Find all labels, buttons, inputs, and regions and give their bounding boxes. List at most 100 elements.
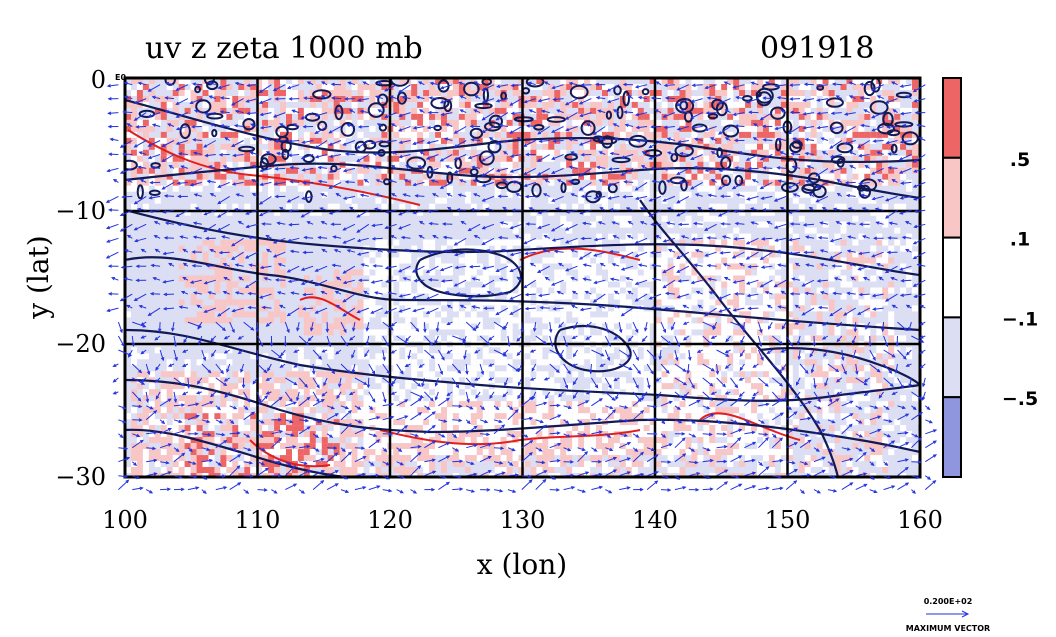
wind-vector — [178, 305, 188, 309]
wind-vector — [570, 249, 578, 253]
wind-vector — [117, 335, 125, 347]
wind-vector — [342, 223, 356, 231]
wind-vector — [274, 167, 286, 171]
wind-vector — [217, 195, 230, 205]
wind-vector — [517, 377, 523, 387]
wind-vector — [731, 251, 745, 259]
wind-vector — [801, 307, 815, 316]
wind-vector — [251, 179, 258, 183]
wind-vector — [625, 207, 634, 211]
wind-vector — [398, 293, 411, 298]
wind-vector — [655, 377, 662, 382]
wind-vector — [890, 277, 898, 281]
wind-vector — [237, 349, 244, 355]
wind-vector — [139, 179, 147, 183]
wind-vector — [604, 335, 612, 348]
wind-vector — [549, 403, 561, 408]
wind-vector — [860, 123, 870, 128]
wind-vector — [869, 405, 879, 409]
wind-vector — [529, 377, 536, 381]
wind-vector — [646, 454, 659, 463]
wind-vector — [340, 335, 349, 347]
wind-vector — [372, 264, 383, 268]
wind-vector — [159, 419, 166, 425]
wind-vector — [524, 194, 536, 199]
wind-vector — [173, 349, 178, 362]
wind-vector — [593, 195, 606, 200]
wind-vector — [702, 487, 714, 491]
wind-vector — [145, 363, 151, 376]
wind-vector — [911, 405, 917, 411]
wind-vector — [243, 405, 249, 411]
wind-vector — [710, 391, 717, 395]
wind-vector — [691, 237, 703, 241]
wind-vector — [201, 363, 212, 374]
wind-vector — [883, 405, 890, 410]
wind-vector — [750, 221, 759, 225]
wind-vector — [452, 474, 462, 479]
wind-vector — [132, 475, 141, 480]
wind-vector — [690, 181, 703, 190]
wind-vector — [481, 84, 495, 91]
wind-vector — [415, 95, 425, 100]
wind-vector — [340, 363, 351, 374]
wind-vector — [342, 167, 356, 173]
wind-vector — [237, 335, 244, 340]
wind-vector — [336, 391, 342, 400]
wind-vector — [124, 249, 133, 253]
wind-vector — [453, 154, 467, 161]
wind-vector — [878, 276, 884, 281]
wind-vector — [159, 471, 173, 477]
wind-vector — [271, 473, 283, 478]
wind-vector — [734, 124, 745, 128]
wind-vector — [690, 154, 703, 160]
wind-vector — [410, 433, 419, 438]
wind-vector — [563, 335, 568, 348]
wind-vector — [357, 125, 369, 129]
wind-vector — [243, 461, 254, 465]
wind-vector — [622, 82, 634, 87]
wind-vector — [274, 278, 286, 282]
wind-vector — [280, 349, 286, 357]
wind-vector — [396, 425, 409, 435]
wind-vector — [808, 321, 815, 327]
wind-vector — [425, 167, 439, 174]
wind-vector — [106, 83, 119, 88]
wind-vector — [398, 209, 411, 216]
wind-vector — [759, 181, 773, 190]
wind-vector — [605, 469, 618, 477]
wind-vector — [285, 483, 298, 491]
x-tick-label: 120 — [367, 506, 413, 534]
wind-vector — [382, 335, 390, 347]
wind-vector — [182, 391, 189, 396]
wind-vector — [760, 195, 773, 200]
wind-vector — [703, 223, 717, 231]
wind-vector — [509, 223, 522, 230]
wind-vector — [511, 180, 522, 184]
wind-vector — [471, 305, 481, 309]
wind-vector — [551, 167, 564, 174]
wind-vector — [635, 84, 648, 89]
wind-vector — [688, 460, 699, 465]
wind-vector — [618, 322, 623, 334]
wind-vector — [716, 349, 730, 357]
wind-vector — [626, 235, 634, 239]
wind-vector — [412, 209, 425, 215]
wind-vector — [458, 179, 467, 183]
wind-vector — [259, 167, 272, 173]
wind-vector — [821, 335, 829, 340]
wind-vector — [284, 391, 293, 403]
wind-vector — [493, 461, 504, 465]
wind-vector — [757, 335, 763, 348]
wind-vector — [613, 137, 620, 141]
wind-vector — [835, 391, 843, 395]
wind-vector — [226, 363, 231, 373]
wind-vector — [446, 193, 453, 197]
wind-vector — [205, 264, 216, 268]
wind-vector — [594, 82, 606, 87]
wind-vector — [771, 335, 784, 345]
wind-vector — [432, 234, 439, 239]
wind-vector — [646, 349, 657, 360]
wind-vector — [558, 391, 564, 398]
wind-vector — [732, 112, 745, 117]
